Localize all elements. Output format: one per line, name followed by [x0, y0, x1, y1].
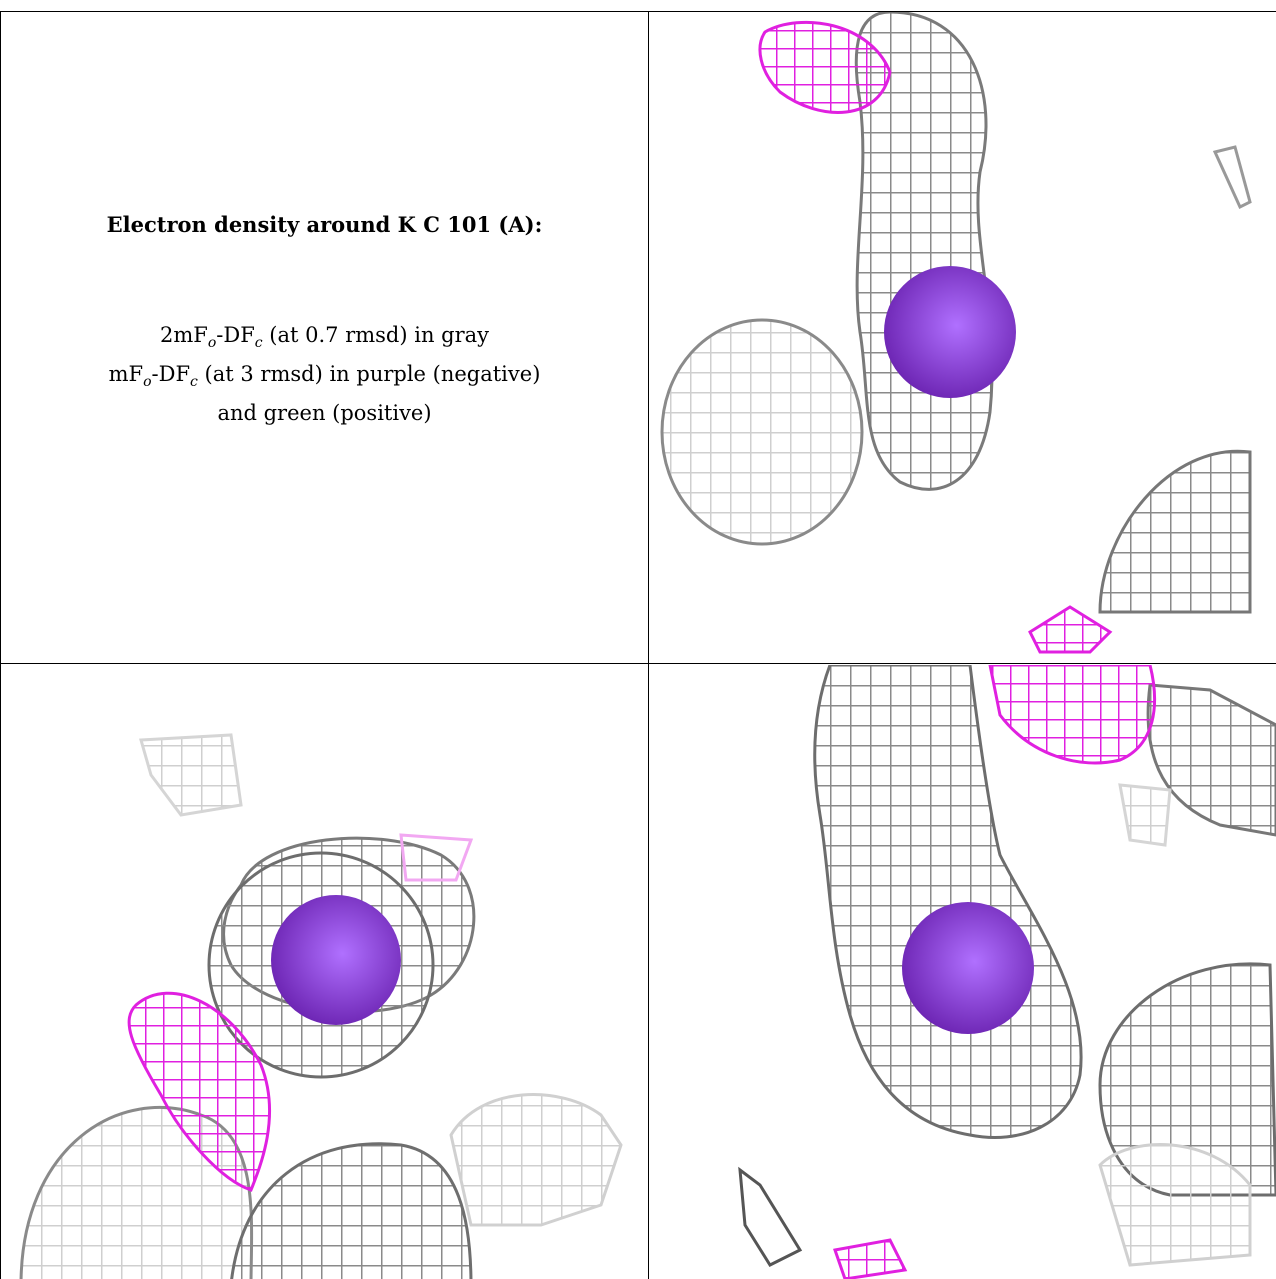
caption-title: Electron density around K C 101 (A): — [106, 212, 543, 237]
mesh-purple-top — [758, 20, 892, 114]
density-render-tr — [660, 12, 1252, 654]
mesh-gray-right — [1098, 962, 1276, 1197]
caption-line-1: 2mFo-DFc (at 0.7 rmsd) in gray — [159, 323, 490, 352]
mesh-light-low — [1098, 1143, 1252, 1267]
divider-horizontal — [0, 663, 1276, 664]
mesh-purple-main — [127, 991, 272, 1192]
mesh-light-small — [1118, 783, 1172, 847]
mesh-light-right — [449, 1093, 623, 1227]
density-render-br — [738, 665, 1276, 1279]
caption-description: 2mFo-DFc (at 0.7 rmsd) in gray mFo-DFc (… — [1, 320, 648, 429]
mesh-purple-bottom — [833, 1238, 908, 1279]
mesh-gray-ring — [660, 318, 864, 546]
mesh-purple-bottom — [1028, 605, 1113, 654]
caption-line-2: mFo-DFc (at 3 rmsd) in purple (negative) — [108, 362, 541, 391]
density-render-bl — [19, 733, 623, 1279]
atom-sphere-br — [902, 902, 1034, 1034]
border-left — [0, 11, 1, 1279]
view-bottom-left — [1, 665, 648, 1279]
border-top — [0, 11, 1276, 12]
caption-cell: Electron density around K C 101 (A): 2mF… — [1, 12, 648, 663]
view-bottom-right — [650, 665, 1276, 1279]
mesh-purple-faint — [399, 833, 474, 882]
atom-sphere-bl — [271, 895, 401, 1025]
mesh-gray-bottom-mid — [230, 1142, 473, 1279]
atom-sphere-tr — [884, 266, 1016, 398]
mesh-gray-arc — [1098, 449, 1252, 614]
mesh-gray-shard — [738, 1166, 803, 1267]
mesh-light-top — [139, 733, 243, 817]
mesh-purple-top — [988, 665, 1157, 765]
view-top-right — [650, 12, 1276, 663]
mesh-light-small — [1212, 145, 1252, 210]
divider-vertical — [648, 11, 649, 1279]
mesh-gray-tall — [813, 665, 1083, 1139]
caption-line-3: and green (positive) — [217, 401, 432, 426]
